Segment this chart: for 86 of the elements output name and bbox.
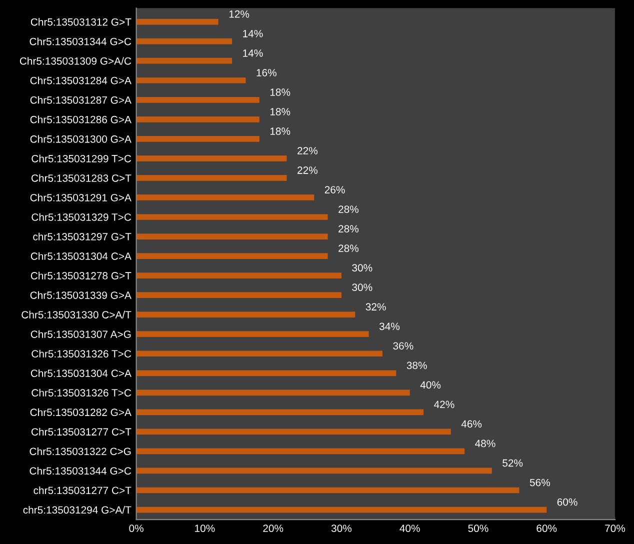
data-label: 30% — [352, 264, 372, 272]
data-label: 18% — [270, 88, 290, 96]
data-label: 18% — [270, 128, 290, 135]
y-tick-label: Chr5:135031287 G>A — [30, 96, 132, 104]
y-tick-label: Chr5:135031309 G>A/C — [20, 57, 132, 65]
y-tick-label: Chr5:135031304 C>A — [30, 369, 132, 378]
bar — [136, 96, 260, 103]
bar — [136, 292, 342, 298]
bar — [136, 175, 287, 181]
bar — [136, 312, 356, 318]
data-label: 16% — [256, 68, 276, 76]
bar — [136, 428, 451, 435]
x-tick-label: 60% — [536, 524, 557, 532]
bar — [136, 58, 232, 64]
y-tick-label: Chr5:135031284 G>A — [30, 76, 132, 84]
bar — [136, 390, 410, 396]
data-label: 52% — [502, 459, 523, 467]
y-tick-label: Chr5:135031326 T>C — [32, 350, 132, 358]
bar — [136, 77, 246, 84]
x-tick-label: 20% — [263, 524, 284, 532]
data-label: 28% — [338, 225, 359, 232]
data-label: 26% — [324, 186, 345, 194]
bar — [136, 272, 342, 278]
bar — [136, 194, 314, 200]
y-tick-label: Chr5:135031329 T>C — [32, 213, 132, 221]
y-tick-label: Chr5:135031330 C>A/T — [22, 310, 132, 318]
bar — [136, 350, 382, 357]
bar — [136, 18, 218, 25]
bar — [136, 234, 328, 240]
data-label: 34% — [379, 322, 400, 330]
y-tick-label: Chr5:135031277 C>T — [32, 428, 132, 436]
data-label: 36% — [393, 342, 414, 350]
x-tick-label: 40% — [400, 524, 420, 532]
y-tick-label: Chr5:135031304 C>A — [30, 252, 132, 260]
data-label: 48% — [475, 440, 496, 448]
data-label: 60% — [557, 498, 578, 506]
bar — [136, 448, 465, 454]
bar — [136, 506, 547, 513]
data-label: 38% — [406, 362, 427, 370]
data-label: 30% — [352, 284, 372, 292]
data-label: 28% — [338, 244, 359, 252]
data-label: 56% — [530, 478, 550, 486]
data-label: 14% — [243, 30, 263, 38]
y-tick-label: chr5:135031294 G>A/T — [23, 506, 132, 514]
data-label: 22% — [298, 166, 318, 174]
y-tick-label: Chr5:135031322 C>G — [30, 447, 131, 456]
y-tick-label: Chr5:135031283 C>T — [32, 174, 132, 182]
x-tick-label: 30% — [331, 524, 352, 532]
x-tick-label: 10% — [195, 524, 215, 532]
y-tick-label: Chr5:135031326 T>C — [32, 388, 132, 397]
bar — [136, 409, 424, 416]
y-tick-label: Chr5:135031307 A>G — [30, 330, 131, 338]
y-tick-label: Chr5:135031299 T>C — [32, 154, 132, 162]
data-label: 12% — [229, 10, 250, 18]
y-tick-label: chr5:135031297 G>T — [33, 232, 132, 240]
y-tick-label: Chr5:135031282 G>A — [30, 408, 132, 416]
y-tick-label: chr5:135031277 C>T — [34, 486, 132, 494]
y-tick-label: Chr5:135031300 G>A — [30, 135, 132, 143]
bar — [136, 487, 520, 494]
bar — [136, 136, 260, 142]
x-tick-label: 70% — [605, 524, 626, 532]
bar — [136, 214, 328, 220]
x-tick-label: 50% — [468, 524, 488, 532]
bar — [136, 38, 232, 44]
data-label: 46% — [461, 420, 482, 428]
data-label: 28% — [338, 206, 359, 213]
y-tick-label: Chr5:135031286 G>A — [30, 116, 132, 124]
bar — [136, 116, 260, 122]
bar — [136, 331, 369, 338]
data-label: 40% — [420, 381, 441, 389]
bar — [136, 156, 287, 162]
y-tick-label: Chr5:135031278 G>T — [30, 272, 132, 280]
y-tick-label: Chr5:135031339 G>A — [30, 291, 132, 299]
bar — [136, 468, 492, 474]
y-tick-label: Chr5:135031312 G>T — [30, 18, 132, 26]
data-label: 18% — [270, 108, 290, 116]
data-label: 42% — [434, 400, 454, 408]
data-label: 22% — [298, 147, 318, 154]
bar — [136, 370, 396, 376]
y-tick-label: Chr5:135031291 G>A — [30, 194, 132, 202]
y-tick-label: Chr5:135031344 G>C — [30, 38, 132, 46]
data-label: 32% — [366, 303, 386, 311]
data-label: 14% — [243, 49, 263, 57]
bar — [136, 253, 328, 259]
y-tick-label: Chr5:135031344 G>C — [30, 466, 132, 475]
x-tick-label: 0% — [129, 524, 144, 532]
